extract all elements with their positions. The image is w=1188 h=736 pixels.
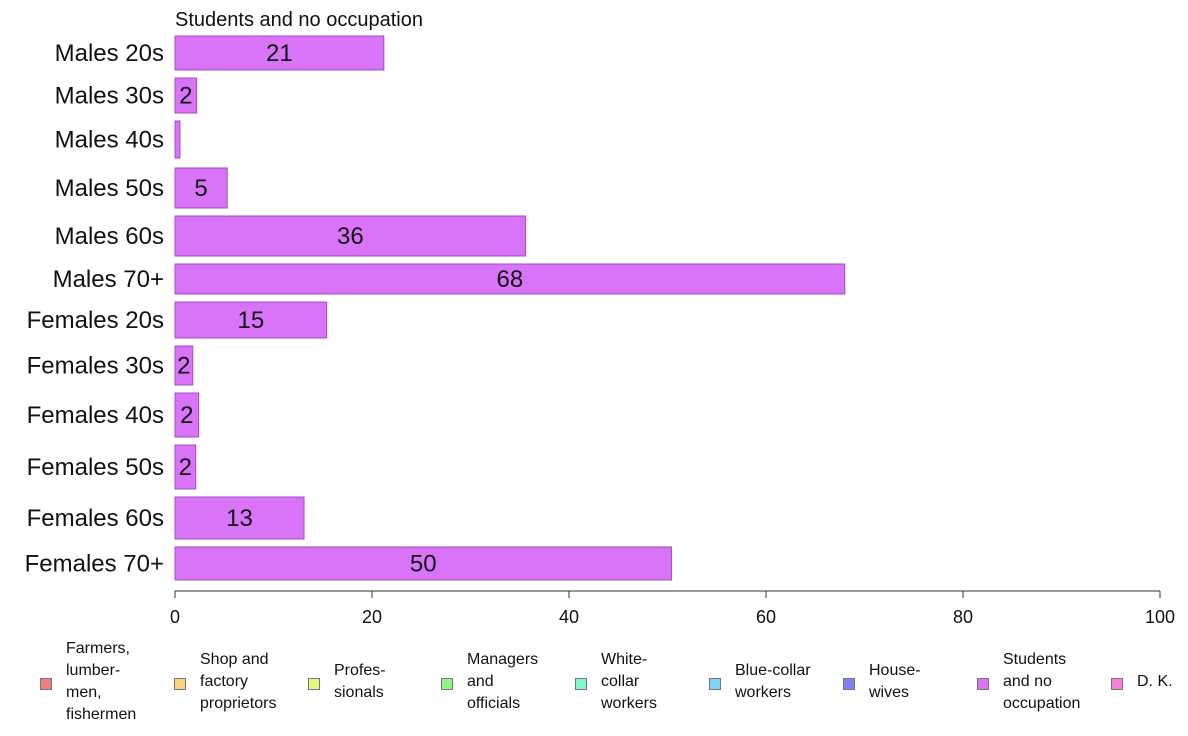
category-label: Males 30s	[55, 83, 164, 110]
category-label: Males 50s	[55, 175, 164, 202]
bar-chart: Students and no occupation Males 20s 21Ma…	[25, 9, 1175, 627]
data-label: 2	[177, 353, 190, 380]
data-label: 2	[180, 402, 193, 429]
bar-females-50s	[174, 444, 197, 490]
data-label: 21	[266, 40, 293, 67]
legend-swatch	[1111, 678, 1123, 690]
x-axis: 0 20 40 60 80 100	[170, 590, 1175, 627]
category-label: Males 70+	[53, 266, 164, 293]
category-label: Females 70+	[25, 551, 164, 578]
legend-label: Farmers, lumber- men, fishermen	[66, 640, 137, 723]
data-label: 5	[194, 175, 207, 202]
data-label: 15	[237, 307, 264, 334]
legend-label: Students and no occupation	[1003, 651, 1081, 712]
legend-item: White- collar workers	[575, 638, 657, 715]
x-tick-label: 100	[1145, 607, 1175, 627]
legend-item: Shop and factory proprietors	[174, 638, 276, 715]
legend-item: D. K.	[1111, 638, 1173, 693]
bar-females-30s	[174, 345, 194, 386]
category-label: Females 60s	[27, 505, 164, 532]
legend-swatch	[441, 678, 453, 690]
legend-swatch	[308, 678, 320, 690]
legend-label: Shop and factory proprietors	[200, 651, 277, 712]
legend-swatch	[977, 678, 989, 690]
data-label: 13	[226, 505, 253, 532]
legend-label: Profes- sionals	[334, 662, 386, 701]
data-label: 36	[337, 223, 364, 250]
x-tick-label: 80	[953, 607, 973, 627]
bar-males-70-	[174, 263, 846, 295]
legend-item: Profes- sionals	[308, 638, 386, 704]
legend-swatch	[40, 678, 52, 690]
bar-males-50s	[174, 167, 228, 209]
bar-males-40s	[174, 120, 181, 159]
category-label: Females 30s	[27, 353, 164, 380]
legend-label: Blue-collar workers	[735, 662, 811, 701]
legend-item: House- wives	[843, 638, 921, 704]
legend-label: White- collar workers	[601, 651, 658, 712]
bar-males-30s	[174, 77, 198, 114]
legend-item: Blue-collar workers	[709, 638, 811, 704]
legend-label: D. K.	[1137, 673, 1173, 690]
x-tick-label: 0	[170, 607, 180, 627]
legend-label: House- wives	[869, 662, 921, 701]
category-label: Males 60s	[55, 223, 164, 250]
data-label: 68	[497, 266, 524, 293]
bar-females-40s	[174, 392, 200, 438]
x-tick-label: 60	[756, 607, 776, 627]
legend: Farmers, lumber- men, fishermen Shop and …	[0, 638, 1188, 734]
category-label: Males 20s	[55, 40, 164, 67]
category-label: Females 20s	[27, 307, 164, 334]
legend-item: Students and no occupation	[977, 638, 1080, 715]
legend-item: Managers and officials	[441, 638, 538, 715]
bar-females-20s	[174, 301, 328, 339]
bar-females-70-	[174, 546, 672, 581]
category-label: Females 50s	[27, 454, 164, 481]
bar-males-20s	[174, 35, 385, 71]
category-label: Males 40s	[55, 127, 164, 154]
x-tick-label: 40	[559, 607, 579, 627]
legend-swatch	[843, 678, 855, 690]
x-tick-label: 20	[362, 607, 382, 627]
legend-swatch	[709, 678, 721, 690]
data-label: 50	[410, 551, 437, 578]
category-label: Females 40s	[27, 402, 164, 429]
legend-swatch	[575, 678, 587, 690]
data-label: 2	[179, 83, 192, 110]
legend-label: Managers and officials	[467, 651, 539, 712]
bar-females-60s	[174, 496, 305, 540]
chart-title: Students and no occupation	[175, 9, 423, 31]
bars-layer: Males 20s 21 Males 30s 2 Males 40s Males 50s 5…	[25, 35, 846, 581]
data-label: 2	[179, 454, 192, 481]
legend-swatch	[174, 678, 186, 690]
legend-item: Farmers, lumber- men, fishermen	[40, 638, 136, 726]
bar-males-60s	[174, 215, 527, 257]
